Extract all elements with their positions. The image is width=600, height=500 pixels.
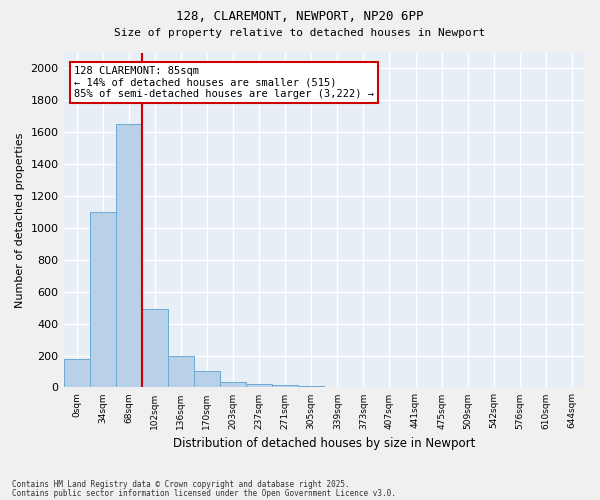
Text: Size of property relative to detached houses in Newport: Size of property relative to detached ho…	[115, 28, 485, 38]
Bar	[246, 384, 272, 388]
X-axis label: Distribution of detached houses by size in Newport: Distribution of detached houses by size …	[173, 437, 475, 450]
Bar	[116, 124, 142, 388]
Bar	[89, 212, 116, 388]
Bar	[272, 385, 298, 388]
Bar	[64, 358, 89, 388]
Bar	[220, 382, 246, 388]
Bar	[194, 370, 220, 388]
Bar	[168, 356, 194, 388]
Text: 128 CLAREMONT: 85sqm
← 14% of detached houses are smaller (515)
85% of semi-deta: 128 CLAREMONT: 85sqm ← 14% of detached h…	[74, 66, 374, 99]
Bar	[298, 386, 324, 388]
Text: Contains HM Land Registry data © Crown copyright and database right 2025.: Contains HM Land Registry data © Crown c…	[12, 480, 350, 489]
Text: Contains public sector information licensed under the Open Government Licence v3: Contains public sector information licen…	[12, 488, 396, 498]
Bar	[142, 310, 168, 388]
Text: 128, CLAREMONT, NEWPORT, NP20 6PP: 128, CLAREMONT, NEWPORT, NP20 6PP	[176, 10, 424, 23]
Y-axis label: Number of detached properties: Number of detached properties	[15, 132, 25, 308]
